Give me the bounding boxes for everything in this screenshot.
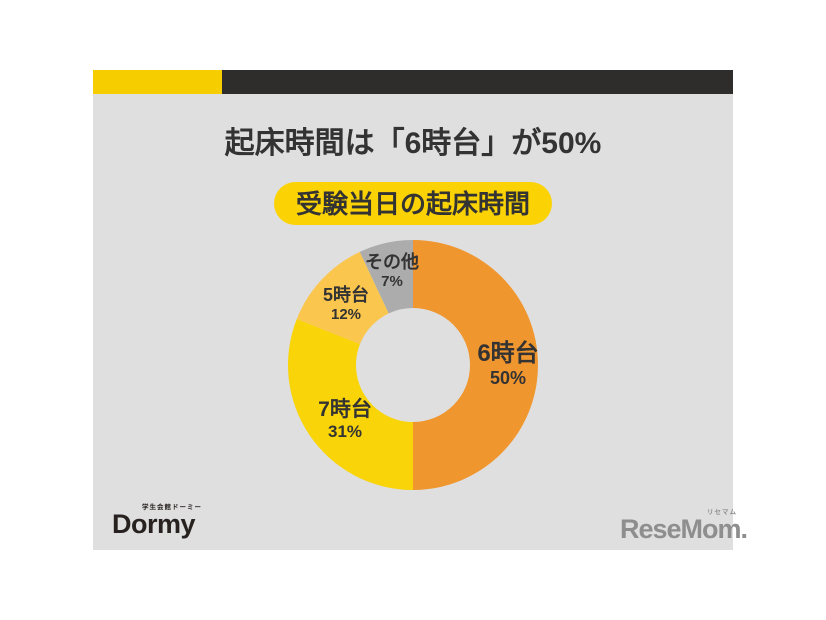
donut-segment-0 <box>413 240 538 490</box>
page-title: 起床時間は「6時台」が50% <box>224 127 602 160</box>
dormy-logo-text: Dormy <box>112 509 196 539</box>
segment-label: 7時台 <box>318 398 372 422</box>
segment-percent: 50% <box>489 367 527 388</box>
segment-label: 6時台 <box>477 339 539 367</box>
resemom-logo-text: ReseMom. <box>620 514 748 544</box>
donut-segment-1 <box>288 318 413 490</box>
donut-chart: その他 7% 5時台 12% 6時台 50% 7時台 31% <box>93 70 733 550</box>
segment-label: その他 <box>365 252 419 273</box>
segment-percent: 12% <box>330 305 362 323</box>
donut-segment-2 <box>296 251 389 345</box>
dormy-logo-small-text: 学生会館ドーミー <box>142 504 202 511</box>
segment-percent: 7% <box>381 272 403 290</box>
label-7jidai: 7時台 31% <box>318 398 372 442</box>
card: 起床時間は「6時台」が50% 受験当日の起床時間 その他 7% 5時台 12% … <box>93 70 748 550</box>
dormy-logo: 学生会館ドーミー Dormy <box>112 501 202 538</box>
accent-bar <box>93 70 733 94</box>
donut-chart-svg <box>288 240 538 490</box>
resemom-logo: リセマム ReseMom. <box>620 506 748 544</box>
segment-percent: 31% <box>327 422 363 442</box>
label-5jidai: 5時台 12% <box>323 285 369 323</box>
accent-bar-dark <box>222 70 733 94</box>
label-6jidai: 6時台 50% <box>477 340 538 388</box>
accent-bar-yellow <box>93 70 222 94</box>
resemom-logo-small-text: リセマム <box>707 509 738 516</box>
chart-title-badge: 受験当日の起床時間 <box>273 182 553 225</box>
label-sonota: その他 7% <box>365 252 419 290</box>
donut-segment-3 <box>359 240 413 314</box>
segment-label: 5時台 <box>322 285 370 306</box>
